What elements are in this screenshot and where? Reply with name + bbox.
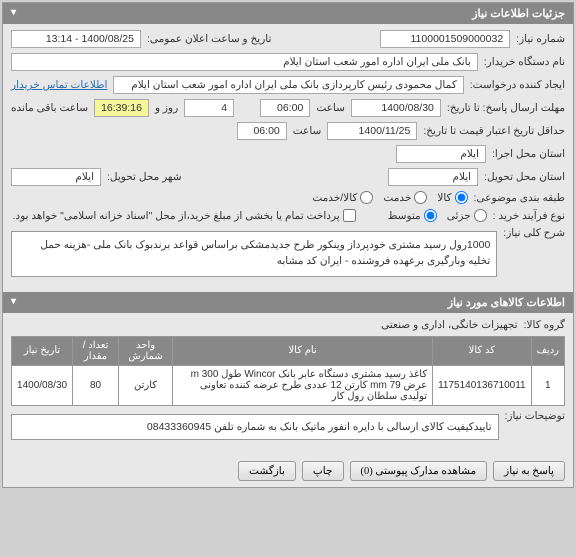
details-header: جزئیات اطلاعات نیاز ▾ — [3, 3, 573, 24]
countdown: 16:39:16 — [94, 99, 149, 117]
remain-label: ساعت باقی مانده — [11, 102, 88, 114]
collapse-icon-2[interactable]: ▾ — [11, 296, 16, 307]
time-label-2: ساعت — [293, 125, 322, 137]
proc-medium-radio[interactable] — [424, 209, 437, 222]
desc-box: 1000رول رسید مشتری خودپرداز وینکور طرح ج… — [11, 231, 497, 277]
print-button[interactable]: چاپ — [302, 461, 344, 481]
pay-note-checkbox[interactable] — [343, 209, 356, 222]
days-label: روز و — [155, 102, 178, 114]
header-title: جزئیات اطلاعات نیاز — [472, 8, 565, 20]
proc-partial-radio[interactable] — [474, 209, 487, 222]
cell-unit: کارتن — [118, 365, 172, 405]
th-idx: ردیف — [531, 336, 564, 365]
th-name: نام کالا — [173, 336, 433, 365]
deadline-time: 06:00 — [260, 99, 310, 117]
table-row: 1 1175140136710011 کاغذ رسید مشتری دستگا… — [12, 365, 565, 405]
days-value: 4 — [184, 99, 234, 117]
cat-goods-radio[interactable] — [455, 191, 468, 204]
proc-medium-label: متوسط — [388, 210, 421, 222]
attachments-button[interactable]: مشاهده مدارک پیوستی (0) — [350, 461, 488, 481]
proc-partial-label: جزئی — [447, 210, 471, 222]
cat-goods-option[interactable]: کالا — [437, 191, 467, 204]
cat-service-label: خدمت — [383, 192, 411, 204]
goods-table: ردیف کد کالا نام کالا واحد شمارش تعداد /… — [11, 336, 565, 406]
need-no-value: 1100001509000032 — [380, 30, 510, 48]
exec-loc-label: استان محل اجرا: — [492, 148, 565, 160]
time-label-1: ساعت — [316, 102, 345, 114]
cat-both-option[interactable]: کالا/خدمت — [312, 191, 373, 204]
desc-label: شرح کلی نیاز: — [503, 227, 565, 239]
notes-label: توضیحات نیاز: — [505, 410, 566, 422]
pub-date-value: 1400/08/25 - 13:14 — [11, 30, 141, 48]
city-value: ایلام — [11, 168, 101, 186]
cat-both-label: کالا/خدمت — [312, 192, 357, 204]
table-header-row: ردیف کد کالا نام کالا واحد شمارش تعداد /… — [12, 336, 565, 365]
proc-partial-option[interactable]: جزئی — [447, 209, 487, 222]
th-unit: واحد شمارش — [118, 336, 172, 365]
requester-value: کمال محمودی رئیس کارپردازی بانک ملی ایرا… — [113, 76, 463, 94]
th-qty: تعداد / مقدار — [73, 336, 119, 365]
button-bar: پاسخ به نیاز مشاهده مدارک پیوستی (0) چاپ… — [3, 455, 573, 487]
contact-link[interactable]: اطلاعات تماس خریدار — [11, 79, 107, 91]
deliv-loc-label: استان محل تحویل: — [484, 171, 565, 183]
cell-code: 1175140136710011 — [433, 365, 532, 405]
budget-cat-radios: کالا خدمت کالا/خدمت — [312, 191, 467, 204]
proc-medium-option[interactable]: متوسط — [388, 209, 437, 222]
goods-group-label: گروه کالا: — [524, 319, 565, 331]
th-code: کد کالا — [433, 336, 532, 365]
buyer-label: نام دستگاه خریدار: — [484, 56, 565, 68]
goods-header: اطلاعات کالاهای مورد نیاز ▾ — [3, 292, 573, 313]
back-button[interactable]: بازگشت — [238, 461, 296, 481]
valid-label: حداقل تاریخ اعتبار قیمت تا تاریخ: — [423, 125, 565, 137]
cat-service-option[interactable]: خدمت — [383, 191, 427, 204]
buyer-value: بانک ملی ایران اداره امور شعب استان ایلا… — [11, 53, 478, 71]
valid-date: 1400/11/25 — [327, 122, 417, 140]
deadline-label: مهلت ارسال پاسخ: تا تاریخ: — [447, 102, 565, 114]
process-label: نوع فرآیند خرید : — [493, 210, 565, 222]
pay-note-text: پرداخت تمام یا بخشی از مبلغ خرید،از محل … — [13, 210, 340, 222]
deliv-loc-value: ایلام — [388, 168, 478, 186]
goods-group-value: تجهیزات خانگی، اداری و صنعتی — [381, 319, 517, 331]
cat-both-radio[interactable] — [360, 191, 373, 204]
deadline-date: 1400/08/30 — [351, 99, 441, 117]
cat-service-radio[interactable] — [414, 191, 427, 204]
valid-time: 06:00 — [237, 122, 287, 140]
requester-label: ایجاد کننده درخواست: — [470, 79, 565, 91]
cell-idx: 1 — [531, 365, 564, 405]
notes-box: تاییدکیفیت کالای ارسالی با دایره انفور م… — [11, 414, 499, 440]
collapse-icon[interactable]: ▾ — [11, 7, 16, 18]
cell-name: کاغذ رسید مشتری دستگاه عابر بانک Wincor … — [173, 365, 433, 405]
process-radios: جزئی متوسط — [388, 209, 487, 222]
cat-goods-label: کالا — [437, 192, 451, 204]
exec-loc-value: ایلام — [396, 145, 486, 163]
th-date: تاریخ نیاز — [12, 336, 73, 365]
city-label: شهر محل تحویل: — [107, 171, 182, 183]
pay-note-option[interactable]: پرداخت تمام یا بخشی از مبلغ خرید،از محل … — [13, 209, 356, 222]
cell-qty: 80 — [73, 365, 119, 405]
need-no-label: شماره نیاز: — [516, 33, 565, 45]
goods-header-title: اطلاعات کالاهای مورد نیاز — [448, 297, 565, 309]
cell-date: 1400/08/30 — [12, 365, 73, 405]
budget-cat-label: طبقه بندی موضوعی: — [474, 192, 565, 204]
reply-button[interactable]: پاسخ به نیاز — [493, 461, 565, 481]
pub-date-label: تاریخ و ساعت اعلان عمومی: — [147, 33, 271, 45]
